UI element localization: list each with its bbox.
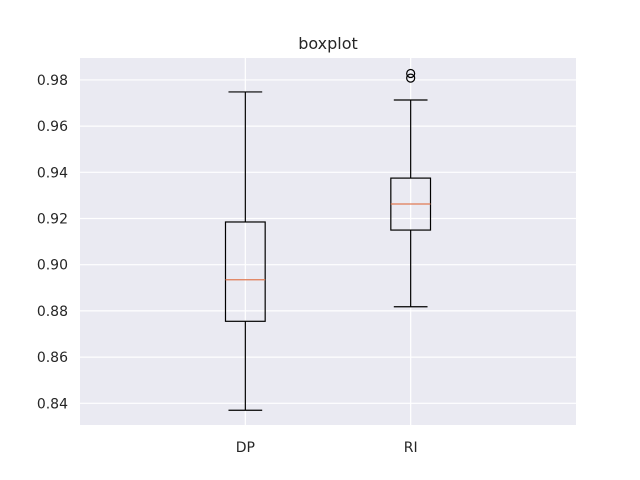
- outlier-point: [406, 73, 416, 83]
- boxes: [224, 68, 432, 411]
- y-tick-label: 0.88: [37, 304, 68, 320]
- x-tick-label: RI: [404, 440, 418, 456]
- grid-lines: [80, 58, 576, 425]
- y-tick-label: 0.90: [37, 258, 68, 274]
- box-ri: [390, 68, 432, 308]
- plot-area: [80, 58, 576, 425]
- y-tick-label: 0.86: [37, 350, 68, 366]
- y-tick-label: 0.94: [37, 165, 68, 181]
- y-tick-label: 0.92: [37, 212, 68, 228]
- y-tick-label: 0.84: [37, 396, 68, 412]
- x-tick-label: DP: [236, 440, 255, 456]
- x-tick-labels: DP RI: [236, 440, 418, 456]
- y-tick-label: 0.98: [37, 73, 68, 89]
- y-tick-labels: 0.84 0.86 0.88 0.90 0.92 0.94 0.96 0.98: [37, 73, 68, 412]
- y-tick-label: 0.96: [37, 119, 68, 135]
- chart-title: boxplot: [298, 34, 358, 53]
- outlier-point: [406, 68, 416, 79]
- box-dp: [224, 91, 266, 411]
- iqr-box: [224, 221, 266, 322]
